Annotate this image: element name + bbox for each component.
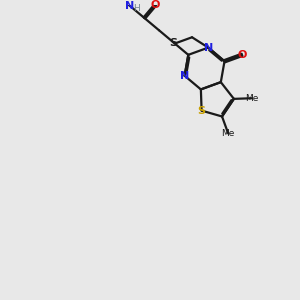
Text: Me: Me xyxy=(221,129,235,138)
Text: O: O xyxy=(151,0,160,10)
Text: S: S xyxy=(170,38,178,48)
Text: N: N xyxy=(204,43,213,52)
Text: N: N xyxy=(180,71,189,81)
Text: O: O xyxy=(237,50,247,60)
Text: N: N xyxy=(125,1,134,11)
Text: H: H xyxy=(133,4,140,13)
Text: Me: Me xyxy=(245,94,259,103)
Text: S: S xyxy=(198,106,206,116)
